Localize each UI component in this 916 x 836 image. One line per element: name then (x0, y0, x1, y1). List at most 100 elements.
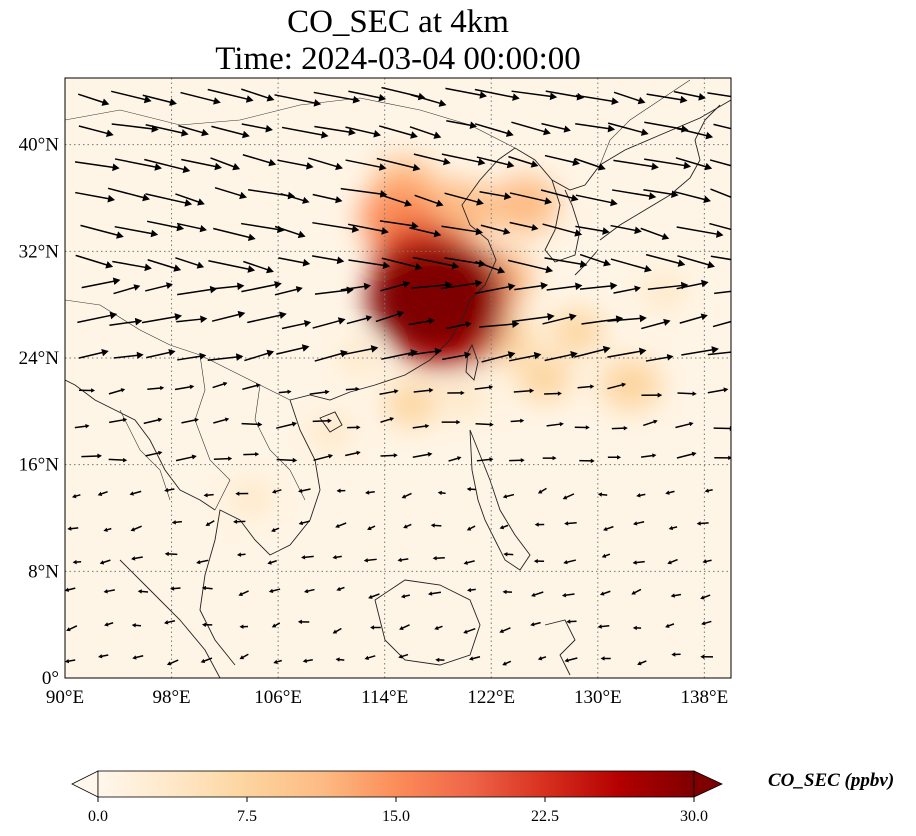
colorbar-tick-label: 30.0 (680, 808, 708, 825)
wind-arrow (241, 123, 273, 133)
wind-arrow (507, 259, 554, 274)
wind-arrow (503, 552, 514, 557)
wind-arrow (278, 389, 292, 395)
wind-arrow (312, 255, 345, 265)
wind-arrow (346, 315, 373, 325)
wind-arrow (398, 653, 409, 659)
wind-arrow (601, 553, 611, 558)
wind-arrow (364, 655, 376, 660)
wind-arrow (466, 525, 476, 531)
wind-arrow (631, 588, 642, 595)
wind-arrow (281, 126, 329, 139)
wind-arrow (242, 383, 261, 391)
wind-arrow (509, 221, 539, 231)
wind-arrow (709, 222, 731, 231)
wind-arrow (445, 87, 488, 99)
wind-arrow (65, 587, 76, 592)
wind-arrow (577, 384, 595, 389)
wind-arrow (434, 625, 443, 630)
wind-arrow (164, 551, 178, 557)
wind-arrow (437, 490, 446, 496)
wind-arrow (542, 313, 577, 325)
wind-arrow (676, 127, 714, 140)
wind-arrow (681, 346, 719, 356)
wind-arrow (379, 389, 399, 396)
wind-arrow (441, 153, 486, 166)
wind-arrow (508, 155, 539, 168)
wind-arrow (103, 527, 112, 532)
wind-arrow (335, 657, 345, 662)
colorbar-tick-label: 15.0 (382, 808, 410, 825)
wind-arrow (479, 191, 512, 200)
wind-arrow (267, 560, 277, 565)
wind-arrow (75, 254, 114, 269)
wind-arrow (707, 387, 729, 394)
wind-arrow (104, 622, 114, 627)
concentration-blob (228, 478, 275, 518)
wind-arrow (213, 227, 256, 242)
wind-arrow (641, 392, 663, 398)
wind-arrow (410, 94, 447, 107)
wind-arrow (341, 345, 379, 356)
wind-arrow (111, 90, 152, 104)
lat-tick-label: 32°N (19, 241, 60, 262)
wind-arrow (676, 279, 709, 290)
wind-arrow (370, 625, 381, 630)
wind-arrow (641, 318, 671, 330)
lat-tick-label: 0° (42, 668, 59, 689)
wind-arrow (412, 256, 460, 270)
map-frame (64, 77, 732, 679)
wind-arrow (345, 159, 387, 171)
wind-arrow (72, 559, 82, 565)
wind-arrow (701, 620, 712, 626)
wind-arrow (196, 559, 209, 565)
wind-arrow (97, 491, 108, 496)
wind-arrow (440, 279, 483, 290)
wind-arrow (271, 622, 281, 628)
wind-arrow (81, 277, 121, 289)
wind-arrow (509, 458, 525, 463)
wind-arrow (675, 421, 694, 429)
wind-arrow (347, 425, 361, 430)
wind-arrow (211, 310, 246, 322)
wind-arrow (175, 193, 205, 206)
wind-arrow (637, 660, 647, 666)
lon-tick-label: 114°E (361, 687, 408, 708)
wind-arrow (336, 586, 345, 592)
wind-arrow (348, 259, 391, 270)
wind-arrow (474, 283, 516, 295)
wind-arrow (670, 593, 682, 598)
wind-arrow (108, 457, 128, 463)
wind-arrow (312, 221, 360, 233)
wind-arrow (475, 260, 506, 274)
wind-arrow (145, 282, 173, 292)
wind-arrow (239, 624, 249, 629)
wind-arrow (480, 224, 511, 235)
lat-tick-label: 40°N (19, 135, 60, 156)
wind-arrow (281, 320, 312, 330)
wind-arrow (365, 490, 375, 495)
wind-arrow (704, 488, 713, 493)
wind-arrow (675, 157, 713, 171)
wind-arrow (301, 555, 314, 560)
wind-arrow (607, 122, 649, 136)
wind-arrow (276, 457, 298, 463)
borneo-island (374, 579, 481, 666)
wind-arrow (78, 348, 109, 359)
lat-tick-label: 16°N (19, 455, 60, 476)
wind-arrow (414, 194, 444, 207)
wind-arrow (610, 258, 652, 273)
wind-arrow (308, 157, 343, 171)
wind-arrow (640, 227, 670, 240)
wind-arrow (298, 488, 311, 493)
wind-arrow (276, 344, 310, 355)
wind-arrow (399, 624, 410, 630)
wind-arrow (208, 260, 256, 273)
wind-arrow (665, 623, 675, 628)
wind-arrow (146, 348, 176, 359)
wind-arrow (313, 453, 334, 462)
lat-tick-label: 8°N (28, 561, 59, 582)
wind-arrow (177, 352, 207, 361)
gridlines (65, 78, 731, 678)
wind-arrow (502, 493, 515, 499)
